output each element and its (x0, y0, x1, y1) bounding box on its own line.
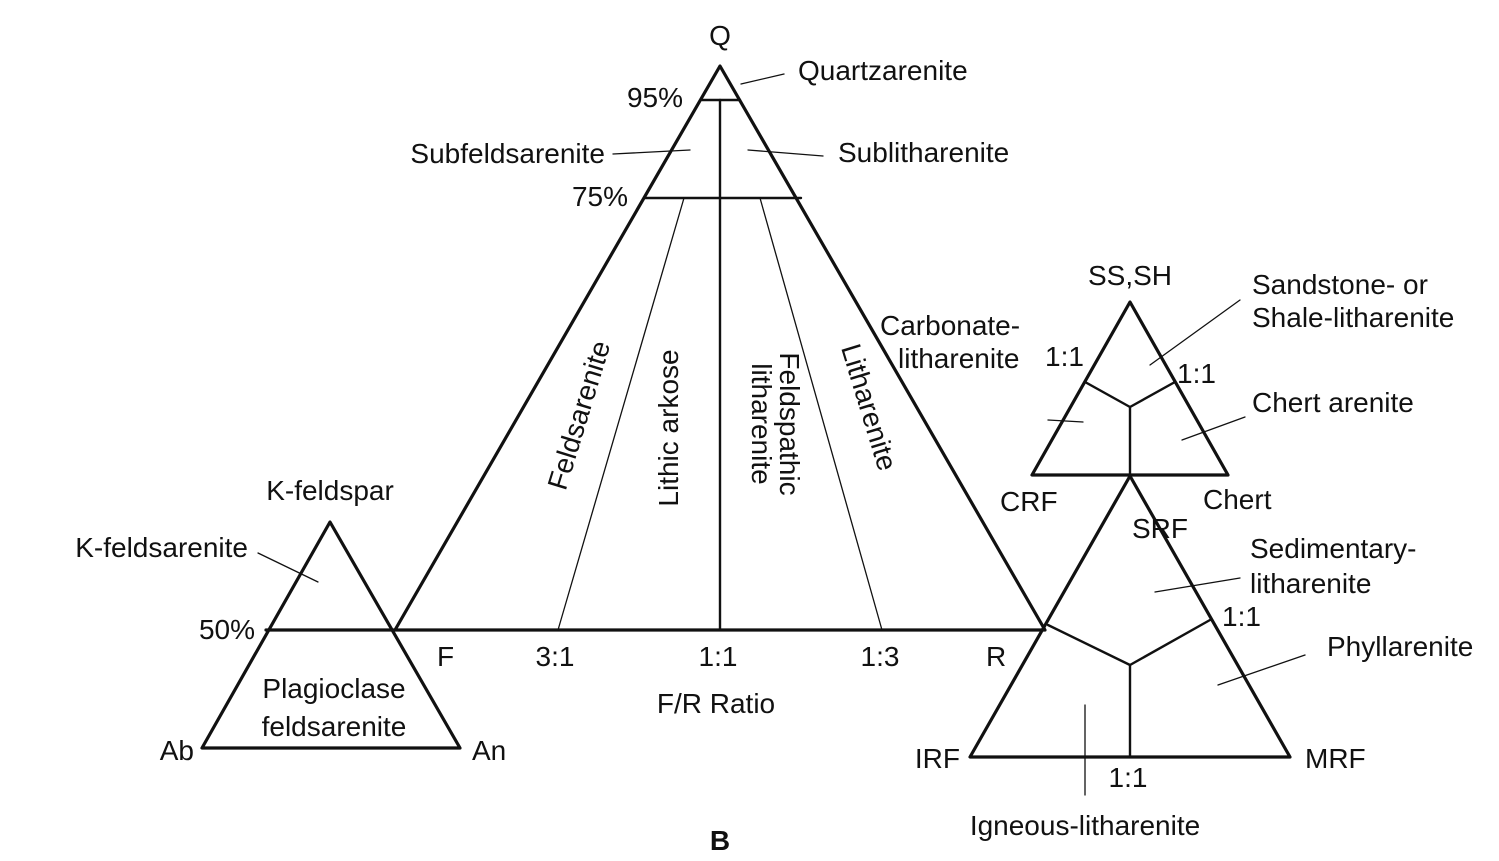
ratio-upper-right: 1:1 (1177, 358, 1216, 389)
label-95-percent: 95% (627, 82, 683, 113)
upper-divider-right (1128, 380, 1177, 409)
corner-f: F (437, 641, 454, 672)
leader-carbonate (1047, 419, 1084, 423)
label-sandstone-1: Sandstone- or (1252, 269, 1428, 300)
ratio-lower-bottom: 1:1 (1109, 762, 1148, 793)
corner-ab: Ab (160, 735, 194, 766)
lower-rock-triangle (968, 474, 1306, 796)
corner-chert: Chert (1203, 484, 1272, 515)
label-litharenite: Litharenite (835, 340, 903, 474)
leader-sedimentary (1154, 577, 1241, 593)
upper-divider-left (1083, 380, 1132, 409)
corner-crf: CRF (1000, 486, 1058, 517)
feldspar-outline (200, 520, 462, 750)
corner-an: An (472, 735, 506, 766)
label-sedimentary-1: Sedimentary- (1250, 533, 1417, 564)
label-feldspathic-2: litharenite (746, 363, 777, 484)
ratio-1-1: 1:1 (699, 641, 738, 672)
leader-subfeldsarenite (612, 149, 691, 155)
label-sandstone-2: Shale-litharenite (1252, 302, 1454, 333)
corner-r: R (986, 641, 1006, 672)
ratio-upper-left: 1:1 (1045, 341, 1084, 372)
label-lithic-arkose: Lithic arkose (653, 349, 684, 506)
apex-k-feldspar: K-feldspar (266, 475, 394, 506)
leader-phyllarenite (1217, 654, 1306, 686)
ratio-axis-title: F/R Ratio (657, 688, 775, 719)
label-carbonate-2: litharenite (898, 343, 1019, 374)
label-plagioclase-2: feldsarenite (262, 711, 407, 742)
label-plagioclase-1: Plagioclase (262, 673, 405, 704)
lower-divider-right (1128, 618, 1212, 667)
apex-q: Q (709, 20, 731, 51)
label-igneous-litharenite: Igneous-litharenite (970, 810, 1200, 841)
apex-ss-sh: SS,SH (1088, 260, 1172, 291)
label-phyllarenite: Phyllarenite (1327, 631, 1473, 662)
label-sublitharenite: Sublitharenite (838, 137, 1009, 168)
divider-1-3 (759, 197, 883, 631)
panel-label: B (710, 825, 730, 856)
label-carbonate-1: Carbonate- (880, 310, 1020, 341)
corner-irf: IRF (915, 743, 960, 774)
lower-divider-left (1046, 623, 1132, 667)
label-sedimentary-2: litharenite (1250, 568, 1371, 599)
label-k-feldsarenite: K-feldsarenite (75, 532, 248, 563)
label-subfeldsarenite: Subfeldsarenite (410, 138, 605, 169)
label-50-percent: 50% (199, 614, 255, 645)
label-75-percent: 75% (572, 181, 628, 212)
ratio-3-1: 3:1 (536, 641, 575, 672)
divider-3-1 (557, 197, 685, 631)
ratio-lower-right: 1:1 (1222, 601, 1261, 632)
label-feldspathic-1: Feldspathic (774, 352, 805, 495)
apex-srf: SRF (1132, 513, 1188, 544)
leader-chert-arenite (1181, 416, 1246, 441)
label-quartzarenite: Quartzarenite (798, 55, 968, 86)
feldspar-triangle (200, 520, 462, 750)
ratio-1-3: 1:3 (861, 641, 900, 672)
label-chert-arenite: Chert arenite (1252, 387, 1414, 418)
qfr-triangle (393, 64, 1047, 632)
leader-sublitharenite (747, 149, 824, 157)
leader-quartzarenite (740, 73, 785, 85)
leader-k-feldsarenite (257, 552, 319, 583)
leader-sandstone (1149, 299, 1241, 366)
corner-mrf: MRF (1305, 743, 1366, 774)
